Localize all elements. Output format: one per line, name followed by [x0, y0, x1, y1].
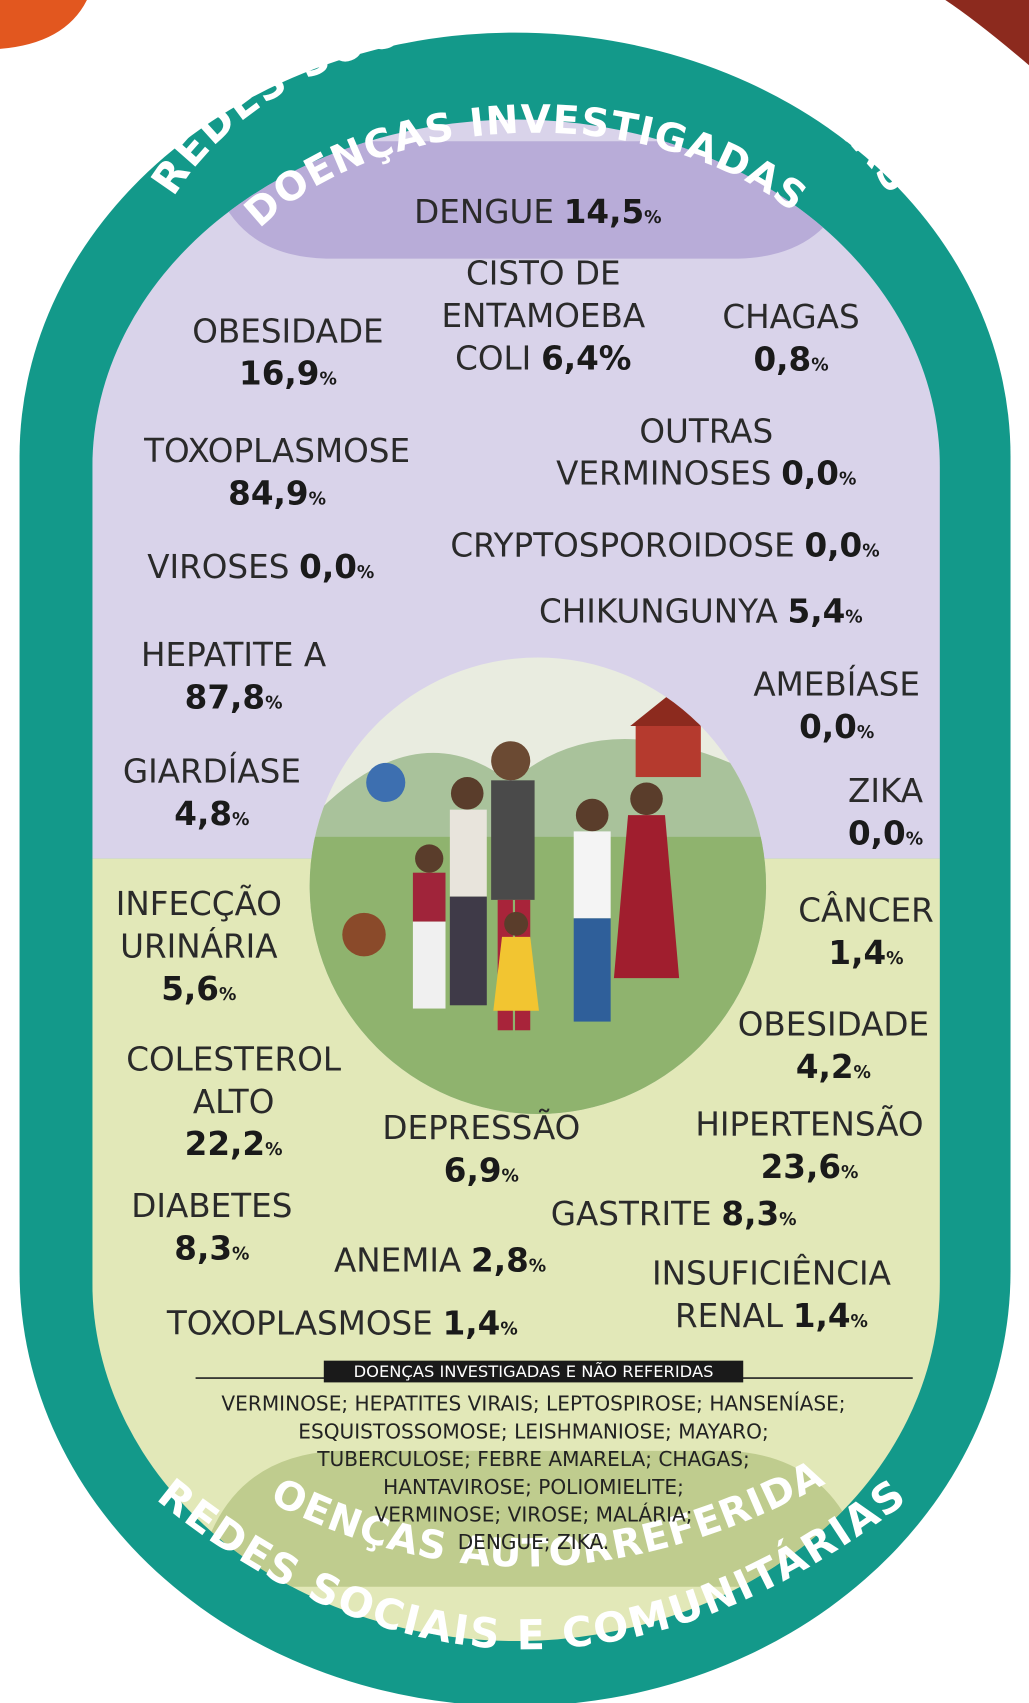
footer-line: VERMINOSE; HEPATITES VIRAIS; LEPTOSPIROS…	[221, 1392, 845, 1416]
item-name: CÂNCER	[798, 892, 933, 930]
item-name: DIABETES	[131, 1187, 292, 1225]
item-name: VERMINOSES	[556, 455, 771, 493]
item-name: COLESTEROL	[126, 1040, 341, 1078]
item-name: ENTAMOEBA	[441, 297, 645, 335]
item-name: OBESIDADE	[192, 312, 383, 350]
item-name: ANEMIA	[334, 1242, 462, 1280]
footer-line: TUBERCULOSE; FEBRE AMARELA; CHAGAS;	[316, 1447, 750, 1471]
item-value: 6,4%	[541, 340, 631, 378]
item-name: DENGUE	[414, 193, 554, 231]
footer-line: HANTAVIROSE; POLIOMIELITE;	[383, 1475, 684, 1499]
item-name: GIARDÍASE	[123, 752, 301, 790]
item-name: RENAL	[675, 1297, 783, 1335]
item-name: CHAGAS	[722, 298, 859, 336]
page: REDES SOCIAIS E COMUNITÁRIAS DOENÇAS INV…	[0, 0, 1029, 1703]
item-name: TOXOPLASMOSE	[143, 432, 410, 470]
corner-shape	[945, 0, 1029, 65]
item-name: URINÁRIA	[120, 927, 278, 965]
item-name: VIROSES	[147, 548, 289, 586]
item-name: AMEBÍASE	[753, 666, 920, 704]
item-name: HIPERTENSÃO	[695, 1106, 923, 1144]
footer-line: ESQUISTOSSOMOSE; LEISHMANIOSE; MAYARO;	[298, 1419, 768, 1443]
item-name: CISTO DE	[466, 255, 621, 293]
item-name: ZIKA	[848, 772, 924, 810]
footer-line: DENGUE; ZIKA.	[458, 1530, 610, 1554]
item-name: INSUFICIÊNCIA	[652, 1255, 892, 1293]
item-name: ALTO	[193, 1083, 275, 1121]
item-name: GASTRITE	[551, 1195, 712, 1233]
item-name: TOXOPLASMOSE	[166, 1305, 433, 1343]
item-name: OBESIDADE	[738, 1006, 929, 1044]
item-name: OUTRAS	[639, 412, 773, 450]
item-name: DEPRESSÃO	[382, 1109, 580, 1147]
item-name: INFECÇÃO	[116, 885, 282, 923]
item-name: HEPATITE A	[141, 636, 327, 674]
item-name: CHIKUNGUNYA	[539, 593, 778, 631]
item-name: CRYPTOSPOROIDOSE	[450, 526, 794, 564]
footer-line: VERMINOSE; VIROSE; MALÁRIA;	[374, 1503, 692, 1527]
infographic: REDES SOCIAIS E COMUNITÁRIAS DOENÇAS INV…	[0, 0, 1029, 1703]
corner-shape	[0, 0, 87, 49]
item-name: COLI	[455, 340, 531, 378]
footer-heading: DOENÇAS INVESTIGADAS E NÃO REFERIDAS	[354, 1362, 714, 1381]
